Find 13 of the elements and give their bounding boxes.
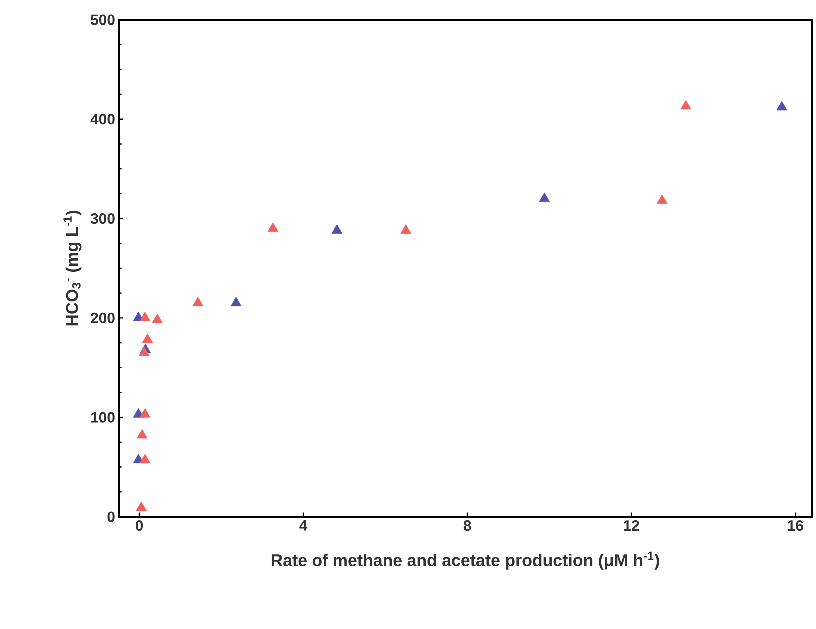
x-tick-label: 16 [788,520,804,532]
y-tick-label: 100 [91,412,115,423]
y-tick-label: 400 [90,114,115,125]
y-axis-title: HCO$_{3}$$^{-}$ (mg L$^{-1}$) [64,211,82,326]
y-tick-label: 300 [90,213,115,224]
x-tick-label: 12 [624,520,640,531]
y-tick-label: 0 [108,512,115,522]
x-axis-title: Rate of methane and acetate production (μM h$^{-1}$) [272,552,660,570]
y-tick-label: 500 [91,14,115,26]
y-tick-label: 200 [91,312,115,324]
x-tick-label: 0 [136,520,144,532]
x-tick-label: 4 [300,520,308,531]
x-tick-label: 8 [464,520,472,532]
